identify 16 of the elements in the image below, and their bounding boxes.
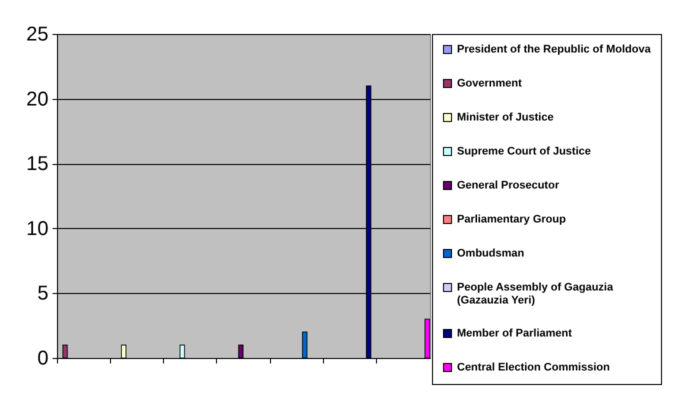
- y-tick-label: 20: [26, 88, 48, 110]
- legend-label: Central Election Commission: [457, 362, 610, 374]
- legend-label: Member of Parliament: [457, 328, 572, 340]
- legend-label: General Prosecutor: [457, 180, 560, 192]
- y-tick-label: 0: [37, 348, 48, 370]
- legend-label: Supreme Court of Justice: [457, 146, 591, 158]
- y-tick-label: 10: [26, 218, 48, 240]
- legend-label: Parliamentary Group: [457, 214, 566, 226]
- legend-label: Ombudsman: [457, 248, 525, 260]
- legend-label: People Assembly of Gagauzia (Gazauzia Yeri): [457, 282, 614, 306]
- legend-label: President of the Republic of Moldova: [457, 44, 652, 56]
- y-tick-label: 25: [26, 24, 48, 46]
- y-tick-label: 5: [37, 282, 48, 305]
- legend-label: Minister of Justice: [457, 112, 554, 124]
- legend-label: Government: [457, 78, 522, 90]
- y-tick-label: 15: [26, 153, 48, 176]
